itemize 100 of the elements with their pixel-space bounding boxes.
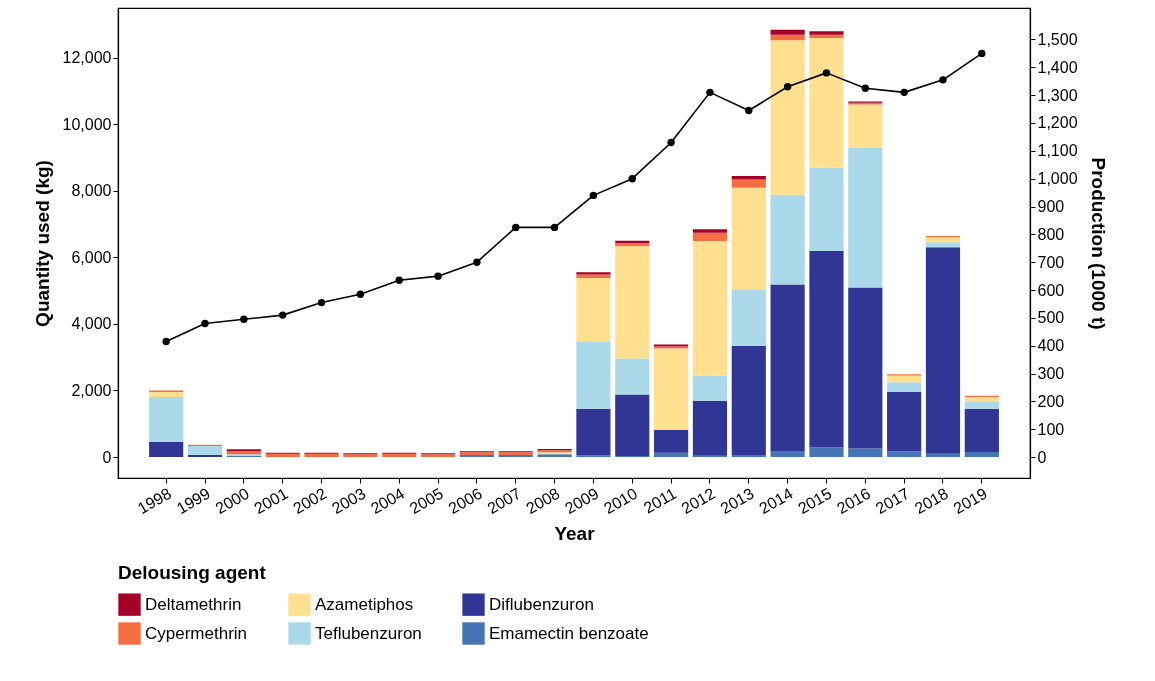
bar bbox=[731, 345, 766, 456]
point bbox=[628, 174, 636, 183]
point bbox=[900, 88, 908, 97]
x-tick-label: 2007 bbox=[484, 484, 524, 518]
point bbox=[667, 138, 675, 147]
x-tick-label: 2005 bbox=[406, 484, 447, 518]
y2-tick-label: 900 bbox=[1037, 198, 1065, 216]
bar bbox=[925, 247, 961, 454]
y2-tick-label: 100 bbox=[1037, 420, 1065, 438]
point bbox=[512, 223, 520, 232]
legend-label: Teflubenzuron bbox=[315, 623, 422, 643]
bar bbox=[887, 382, 922, 393]
y2-tick-label: 1,500 bbox=[1037, 30, 1078, 48]
x-tick-label: 2014 bbox=[756, 484, 796, 518]
x-tick-label: 2002 bbox=[290, 484, 330, 518]
bar bbox=[731, 187, 766, 290]
y2-tick-label: 600 bbox=[1037, 281, 1065, 299]
bar bbox=[770, 40, 805, 195]
point bbox=[939, 76, 947, 84]
bar bbox=[576, 408, 611, 456]
point bbox=[162, 337, 170, 346]
bar bbox=[654, 452, 689, 458]
bar bbox=[731, 289, 766, 346]
legend-label: Azametiphos bbox=[315, 594, 414, 614]
point bbox=[861, 84, 870, 92]
legend-label: Emamectin benzoate bbox=[489, 623, 649, 643]
bar bbox=[731, 179, 766, 188]
bar bbox=[848, 104, 883, 148]
y2-tick-label: 200 bbox=[1037, 392, 1065, 410]
x-tick-label: 1999 bbox=[173, 484, 214, 518]
bar bbox=[654, 429, 689, 453]
x-axis-title: Year bbox=[554, 523, 596, 545]
x-tick-label: 2009 bbox=[562, 484, 602, 518]
y2-tick-label: 300 bbox=[1037, 365, 1065, 383]
point bbox=[550, 223, 559, 232]
x-tick-label: 2001 bbox=[251, 484, 291, 518]
bar bbox=[692, 241, 728, 376]
x-tick-label: 2017 bbox=[872, 484, 913, 518]
bar bbox=[809, 250, 844, 448]
point bbox=[473, 258, 481, 266]
bar bbox=[809, 447, 844, 458]
bar bbox=[925, 237, 961, 243]
bar bbox=[149, 392, 184, 398]
x-tick-label: 2006 bbox=[445, 484, 485, 518]
bar bbox=[692, 400, 728, 456]
bar bbox=[887, 392, 922, 452]
bar bbox=[925, 242, 961, 248]
bar bbox=[887, 451, 922, 458]
bar bbox=[770, 284, 805, 452]
point bbox=[589, 191, 598, 200]
legend-label: Diflubenzuron bbox=[489, 594, 594, 614]
y-axis-title: Quantity used (kg) bbox=[31, 160, 53, 327]
y-tick-label: 6,000 bbox=[71, 248, 112, 266]
bar bbox=[809, 167, 844, 251]
x-tick-label: 2016 bbox=[833, 484, 874, 518]
x-tick-label: 2015 bbox=[795, 484, 835, 518]
x-tick-label: 2012 bbox=[678, 484, 719, 518]
point bbox=[240, 315, 248, 323]
bar bbox=[576, 341, 611, 409]
bar bbox=[887, 375, 922, 383]
point bbox=[395, 276, 403, 285]
point bbox=[278, 311, 287, 319]
point bbox=[317, 298, 326, 307]
point bbox=[978, 49, 986, 58]
bar bbox=[964, 397, 999, 403]
x-tick-label: 2008 bbox=[523, 484, 563, 518]
bar bbox=[615, 358, 650, 395]
x-tick-label: 2011 bbox=[640, 484, 680, 517]
bar bbox=[964, 408, 999, 453]
y2-tick-label: 0 bbox=[1037, 448, 1047, 466]
x-tick-label: 2000 bbox=[212, 484, 252, 518]
bar bbox=[848, 147, 883, 288]
y-tick-label: 8,000 bbox=[71, 182, 112, 200]
bar bbox=[187, 446, 223, 456]
y2-tick-label: 1,000 bbox=[1037, 170, 1078, 188]
bar bbox=[692, 229, 728, 233]
bar bbox=[304, 453, 339, 458]
y2-axis-title: Production (1000 t) bbox=[1087, 157, 1109, 330]
y-tick-label: 4,000 bbox=[71, 315, 112, 333]
bar bbox=[149, 397, 184, 443]
x-tick-label: 2019 bbox=[950, 484, 990, 518]
y2-tick-label: 400 bbox=[1037, 337, 1065, 355]
bar bbox=[848, 448, 883, 458]
y2-tick-label: 1,400 bbox=[1037, 58, 1078, 76]
point bbox=[356, 290, 365, 298]
x-tick-label: 2018 bbox=[911, 484, 952, 518]
bar bbox=[654, 348, 689, 430]
point bbox=[783, 83, 792, 91]
x-tick-label: 2013 bbox=[717, 484, 757, 518]
x-tick-label: 1998 bbox=[134, 484, 175, 518]
x-tick-label: 2004 bbox=[367, 484, 408, 518]
y2-tick-label: 700 bbox=[1037, 253, 1065, 271]
y-tick-label: 12,000 bbox=[62, 49, 112, 67]
point bbox=[201, 319, 209, 328]
bar bbox=[809, 37, 844, 168]
legend-label: Cypermethrin bbox=[145, 623, 248, 643]
bar bbox=[770, 451, 805, 458]
bar bbox=[964, 452, 999, 458]
bar bbox=[615, 246, 650, 359]
bar bbox=[615, 394, 650, 457]
